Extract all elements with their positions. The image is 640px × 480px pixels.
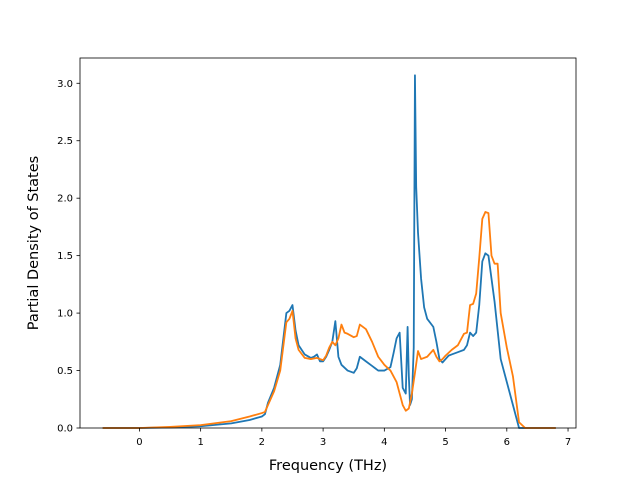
x-tick-label: 1 xyxy=(197,437,203,448)
ticks-layer: 0 1 2 3 4 5 6 7 0.0 0.5 1.0 1.5 2.0 2.5 3.0 xyxy=(57,79,571,448)
x-tick-label: 6 xyxy=(504,437,510,448)
series-line-1 xyxy=(102,74,556,429)
x-tick-label: 5 xyxy=(442,437,448,448)
y-axis-label: Partial Density of States xyxy=(26,156,42,330)
y-tick-label: 3.0 xyxy=(57,79,73,90)
y-tick-label: 0.5 xyxy=(57,366,73,377)
y-tick-label: 1.0 xyxy=(57,309,73,320)
plot-frame xyxy=(79,57,577,429)
x-tick-label: 4 xyxy=(381,437,387,448)
y-tick-label: 2.0 xyxy=(57,194,73,205)
series-layer xyxy=(102,74,556,429)
x-tick-label: 2 xyxy=(259,437,265,448)
x-tick-label: 3 xyxy=(320,437,326,448)
y-tick-label: 1.5 xyxy=(57,251,73,262)
y-tick-label: 2.5 xyxy=(57,136,73,147)
x-axis-label: Frequency (THz) xyxy=(269,458,387,474)
x-tick-label: 0 xyxy=(136,437,142,448)
series-line-2 xyxy=(102,211,556,429)
x-tick-label: 7 xyxy=(565,437,571,448)
y-tick-label: 0.0 xyxy=(57,424,73,435)
